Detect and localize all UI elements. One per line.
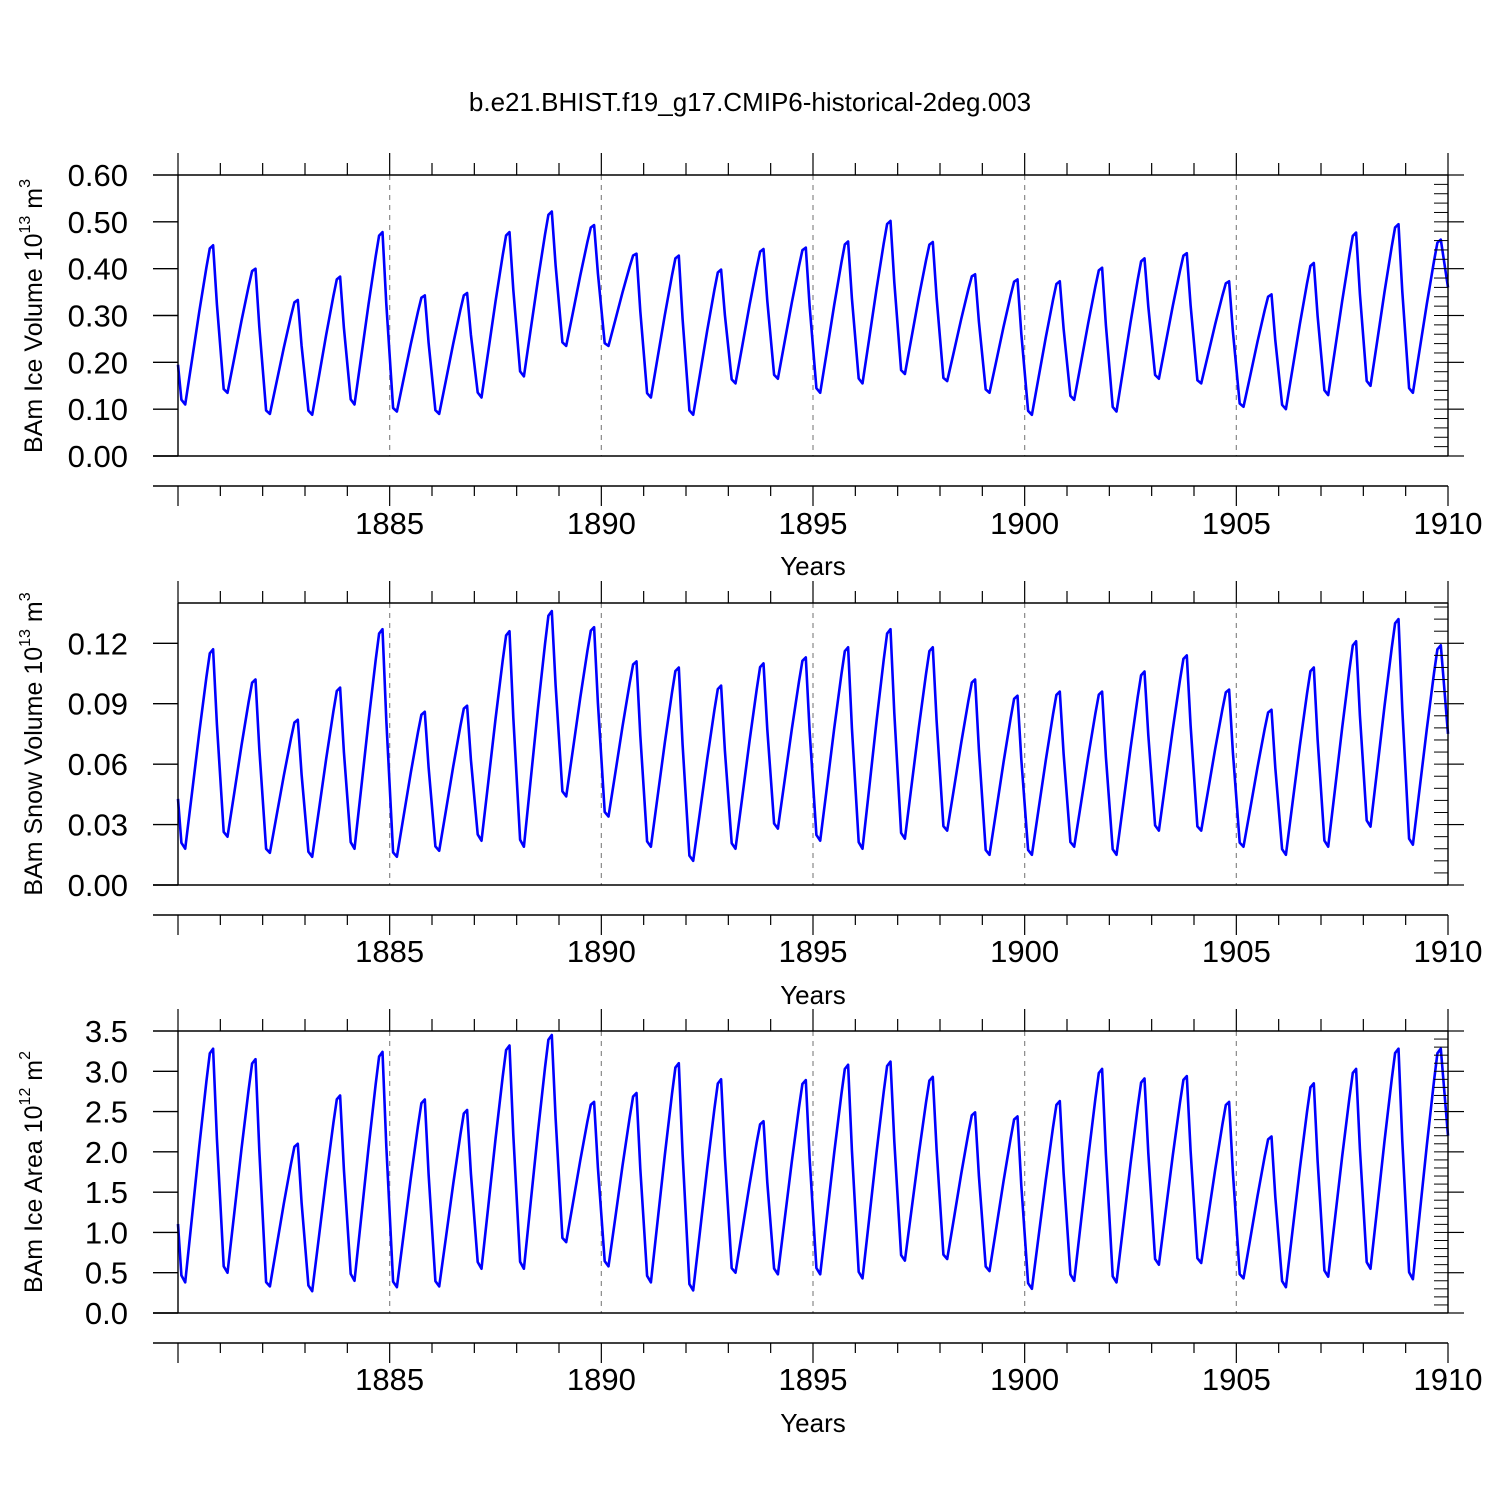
panel-ice-area: 1885 1890 1895 1900 1905 1910 Years 0.0 0.5 1.0 1.… <box>17 1009 1482 1438</box>
y-tick-label: 3.5 <box>85 1014 128 1049</box>
x-axis-label: Years <box>780 551 846 581</box>
x-tick-label: 1900 <box>990 934 1059 969</box>
y-tick-label: 0.5 <box>85 1256 128 1291</box>
x-tick-label: 1905 <box>1202 934 1271 969</box>
y-tick-label: 0.06 <box>68 747 128 782</box>
x-tick-label: 1895 <box>779 934 848 969</box>
x-tick-label: 1910 <box>1414 1362 1483 1397</box>
y-tick-label: 0.00 <box>68 868 128 903</box>
panel-ice-volume: 1885 1890 1895 1900 1905 1910 Years 0.00 0.10 0.2… <box>17 153 1482 581</box>
y-tick-label: 0.00 <box>68 439 128 474</box>
y-tick-label: 0.10 <box>68 392 128 427</box>
x-tick-label: 1885 <box>355 934 424 969</box>
x-tick-label: 1890 <box>567 506 636 541</box>
y-tick-label: 0.20 <box>68 345 128 380</box>
series-line-ice-area <box>176 1033 1450 1293</box>
x-tick-label: 1905 <box>1202 506 1271 541</box>
x-tick-label: 1910 <box>1414 506 1483 541</box>
x-tick-label: 1895 <box>779 506 848 541</box>
x-tick-label: 1885 <box>355 506 424 541</box>
y-axis-label: BAm Ice Volume 1013 m3 <box>17 179 48 453</box>
y-tick-label: 0.30 <box>68 299 128 334</box>
panel-snow-volume: 1885 1890 1895 1900 1905 1910 Years 0.00 0.03 0.0… <box>17 581 1482 1010</box>
y-tick-label: 2.5 <box>85 1095 128 1130</box>
y-tick-label: 1.5 <box>85 1175 128 1210</box>
y-axis-label: BAm Ice Area 1012 m2 <box>17 1051 48 1293</box>
x-tick-label: 1890 <box>567 1362 636 1397</box>
y-tick-label: 0.12 <box>68 626 128 661</box>
y-tick-label: 3.0 <box>85 1054 128 1089</box>
x-tick-label: 1890 <box>567 934 636 969</box>
x-tick-label: 1895 <box>779 1362 848 1397</box>
x-tick-label: 1900 <box>990 1362 1059 1397</box>
y-axis-label: BAm Snow Volume 1013 m3 <box>17 592 48 895</box>
x-tick-label: 1885 <box>355 1362 424 1397</box>
y-tick-label: 0.0 <box>85 1296 128 1331</box>
y-tick-label: 0.60 <box>68 158 128 193</box>
chart-title: b.e21.BHIST.f19_g17.CMIP6-historical-2de… <box>469 87 1031 117</box>
series-line-ice-volume <box>176 210 1450 417</box>
y-tick-label: 2.0 <box>85 1135 128 1170</box>
x-axis-label: Years <box>780 1408 846 1438</box>
x-tick-label: 1910 <box>1414 934 1483 969</box>
series-line-snow-volume <box>176 609 1450 863</box>
x-tick-label: 1905 <box>1202 1362 1271 1397</box>
y-tick-label: 1.0 <box>85 1215 128 1250</box>
x-axis-label: Years <box>780 980 846 1010</box>
y-tick-label: 0.09 <box>68 687 128 722</box>
x-tick-label: 1900 <box>990 506 1059 541</box>
y-tick-label: 0.40 <box>68 252 128 287</box>
y-tick-label: 0.03 <box>68 808 128 843</box>
y-tick-label: 0.50 <box>68 205 128 240</box>
